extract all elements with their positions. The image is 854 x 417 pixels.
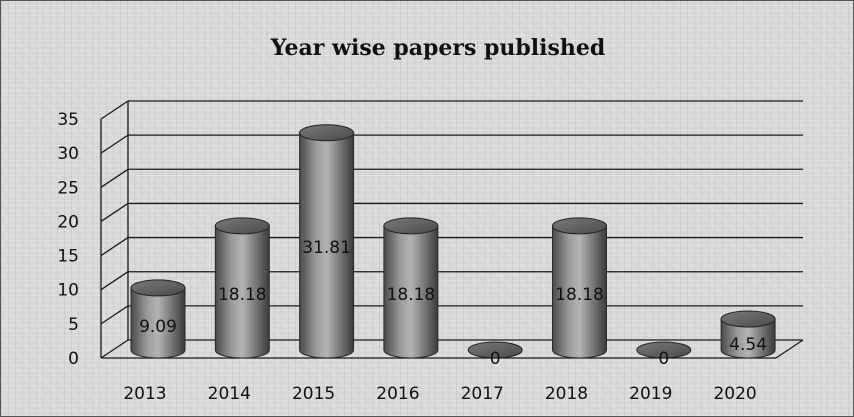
bar-2014: 18.18 [214,217,270,359]
data-label: 31.81 [302,238,351,258]
bar-2015: 31.81 [299,124,355,359]
data-label: 18.18 [555,285,604,305]
x-axis: 2013 2014 2015 2016 2017 2018 2019 2020 [123,384,756,404]
bar-body [130,287,186,359]
gridline-side [100,100,129,120]
bar-2020: 4.54 [720,310,776,359]
x-tick-label: 2019 [629,384,672,404]
bar-body [552,225,607,359]
x-tick-label: 2014 [208,384,251,404]
data-label: 18.18 [218,285,267,305]
bar-top [467,341,523,359]
bar-body [383,225,439,359]
bar-top [552,217,607,235]
y-tick-label: 25 [57,178,79,198]
bar-body [214,225,270,359]
bar-2016: 18.18 [383,217,439,359]
x-tick-label: 2020 [713,384,756,404]
chart-title: Year wise papers published [270,35,606,61]
bar-top [130,279,186,297]
y-tick-label: 5 [68,315,79,335]
y-tick-label: 10 [57,281,79,301]
x-tick-label: 2013 [123,384,166,404]
data-label: 0 [490,349,501,369]
data-label: 18.18 [387,285,436,305]
data-label: 0 [658,349,669,369]
bar-top [636,341,692,359]
bar-body [299,132,355,359]
bar-2013: 9.09 [130,279,186,359]
gridline-side [100,134,129,154]
bar-2018: 18.18 [552,217,607,359]
gridline-side [100,237,129,257]
bar-top [720,310,776,328]
x-tick-label: 2015 [292,384,335,404]
x-tick-label: 2016 [376,384,419,404]
y-tick-label: 15 [57,247,79,267]
grid [100,100,803,359]
bar-2017: 0 [467,341,523,369]
bar-top [214,217,270,235]
y-tick-label: 0 [68,349,79,369]
y-tick-label: 35 [57,110,79,130]
gridline-side [100,202,129,222]
x-tick-label: 2018 [545,384,588,404]
bar-top [299,124,355,142]
x-tick-label: 2017 [461,384,504,404]
bar-body [720,318,776,359]
bar-top [383,217,439,235]
data-label: 4.54 [729,335,767,355]
gridline-side [100,305,129,325]
gridline-side [100,339,129,359]
y-tick-label: 30 [57,144,79,164]
floor-right-edge [775,339,804,359]
data-label: 9.09 [139,317,177,337]
gridline-side [100,271,129,291]
y-tick-label: 20 [57,212,79,232]
bars: 9.09 18.18 31.81 18.18 0 18.18 0 4.54 [130,124,776,369]
bar-2019: 0 [636,341,692,369]
gridline-side [100,168,129,188]
